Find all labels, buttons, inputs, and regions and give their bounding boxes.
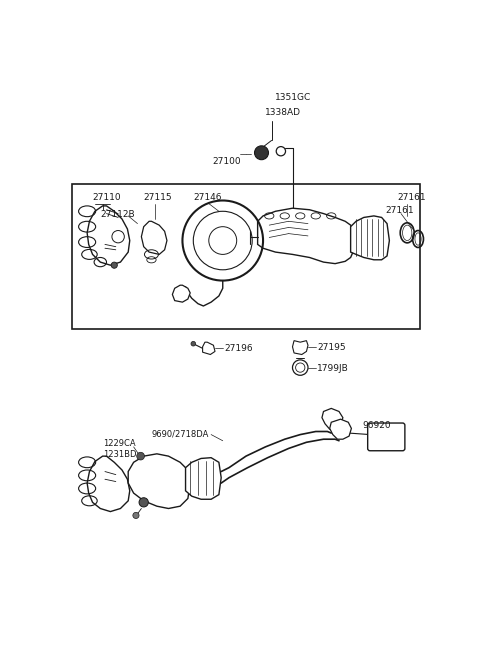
Polygon shape — [186, 458, 221, 499]
Text: 9690/2718DA: 9690/2718DA — [152, 429, 209, 438]
Polygon shape — [142, 221, 167, 254]
Polygon shape — [87, 456, 130, 512]
Circle shape — [133, 512, 139, 518]
Circle shape — [139, 498, 148, 507]
Text: 96920: 96920 — [362, 422, 391, 430]
Polygon shape — [203, 342, 215, 355]
Text: 1338AD: 1338AD — [264, 108, 300, 117]
Text: 27161: 27161 — [397, 193, 426, 202]
Polygon shape — [350, 216, 389, 260]
Polygon shape — [330, 419, 351, 439]
Polygon shape — [322, 409, 343, 430]
Text: 27196: 27196 — [224, 344, 253, 353]
Polygon shape — [172, 285, 190, 302]
Bar — [72, 185, 420, 329]
Text: 27112B: 27112B — [100, 210, 135, 219]
Polygon shape — [128, 454, 190, 509]
Polygon shape — [258, 208, 353, 263]
Text: 27146: 27146 — [193, 193, 222, 202]
Circle shape — [191, 342, 196, 346]
Circle shape — [137, 452, 144, 460]
Polygon shape — [292, 340, 308, 355]
Text: 1231BD: 1231BD — [103, 450, 136, 459]
Polygon shape — [87, 206, 130, 265]
Text: 1229CA: 1229CA — [103, 439, 135, 448]
Text: 27110: 27110 — [93, 193, 121, 202]
Circle shape — [111, 262, 117, 268]
Text: 27195: 27195 — [317, 343, 346, 352]
Circle shape — [254, 146, 268, 160]
FancyBboxPatch shape — [368, 423, 405, 451]
Text: 1799JB: 1799JB — [317, 364, 349, 373]
Text: 27115: 27115 — [144, 193, 172, 202]
Text: 27100: 27100 — [212, 158, 240, 166]
Text: 1351GC: 1351GC — [275, 93, 311, 102]
Text: 27161: 27161 — [385, 206, 414, 215]
